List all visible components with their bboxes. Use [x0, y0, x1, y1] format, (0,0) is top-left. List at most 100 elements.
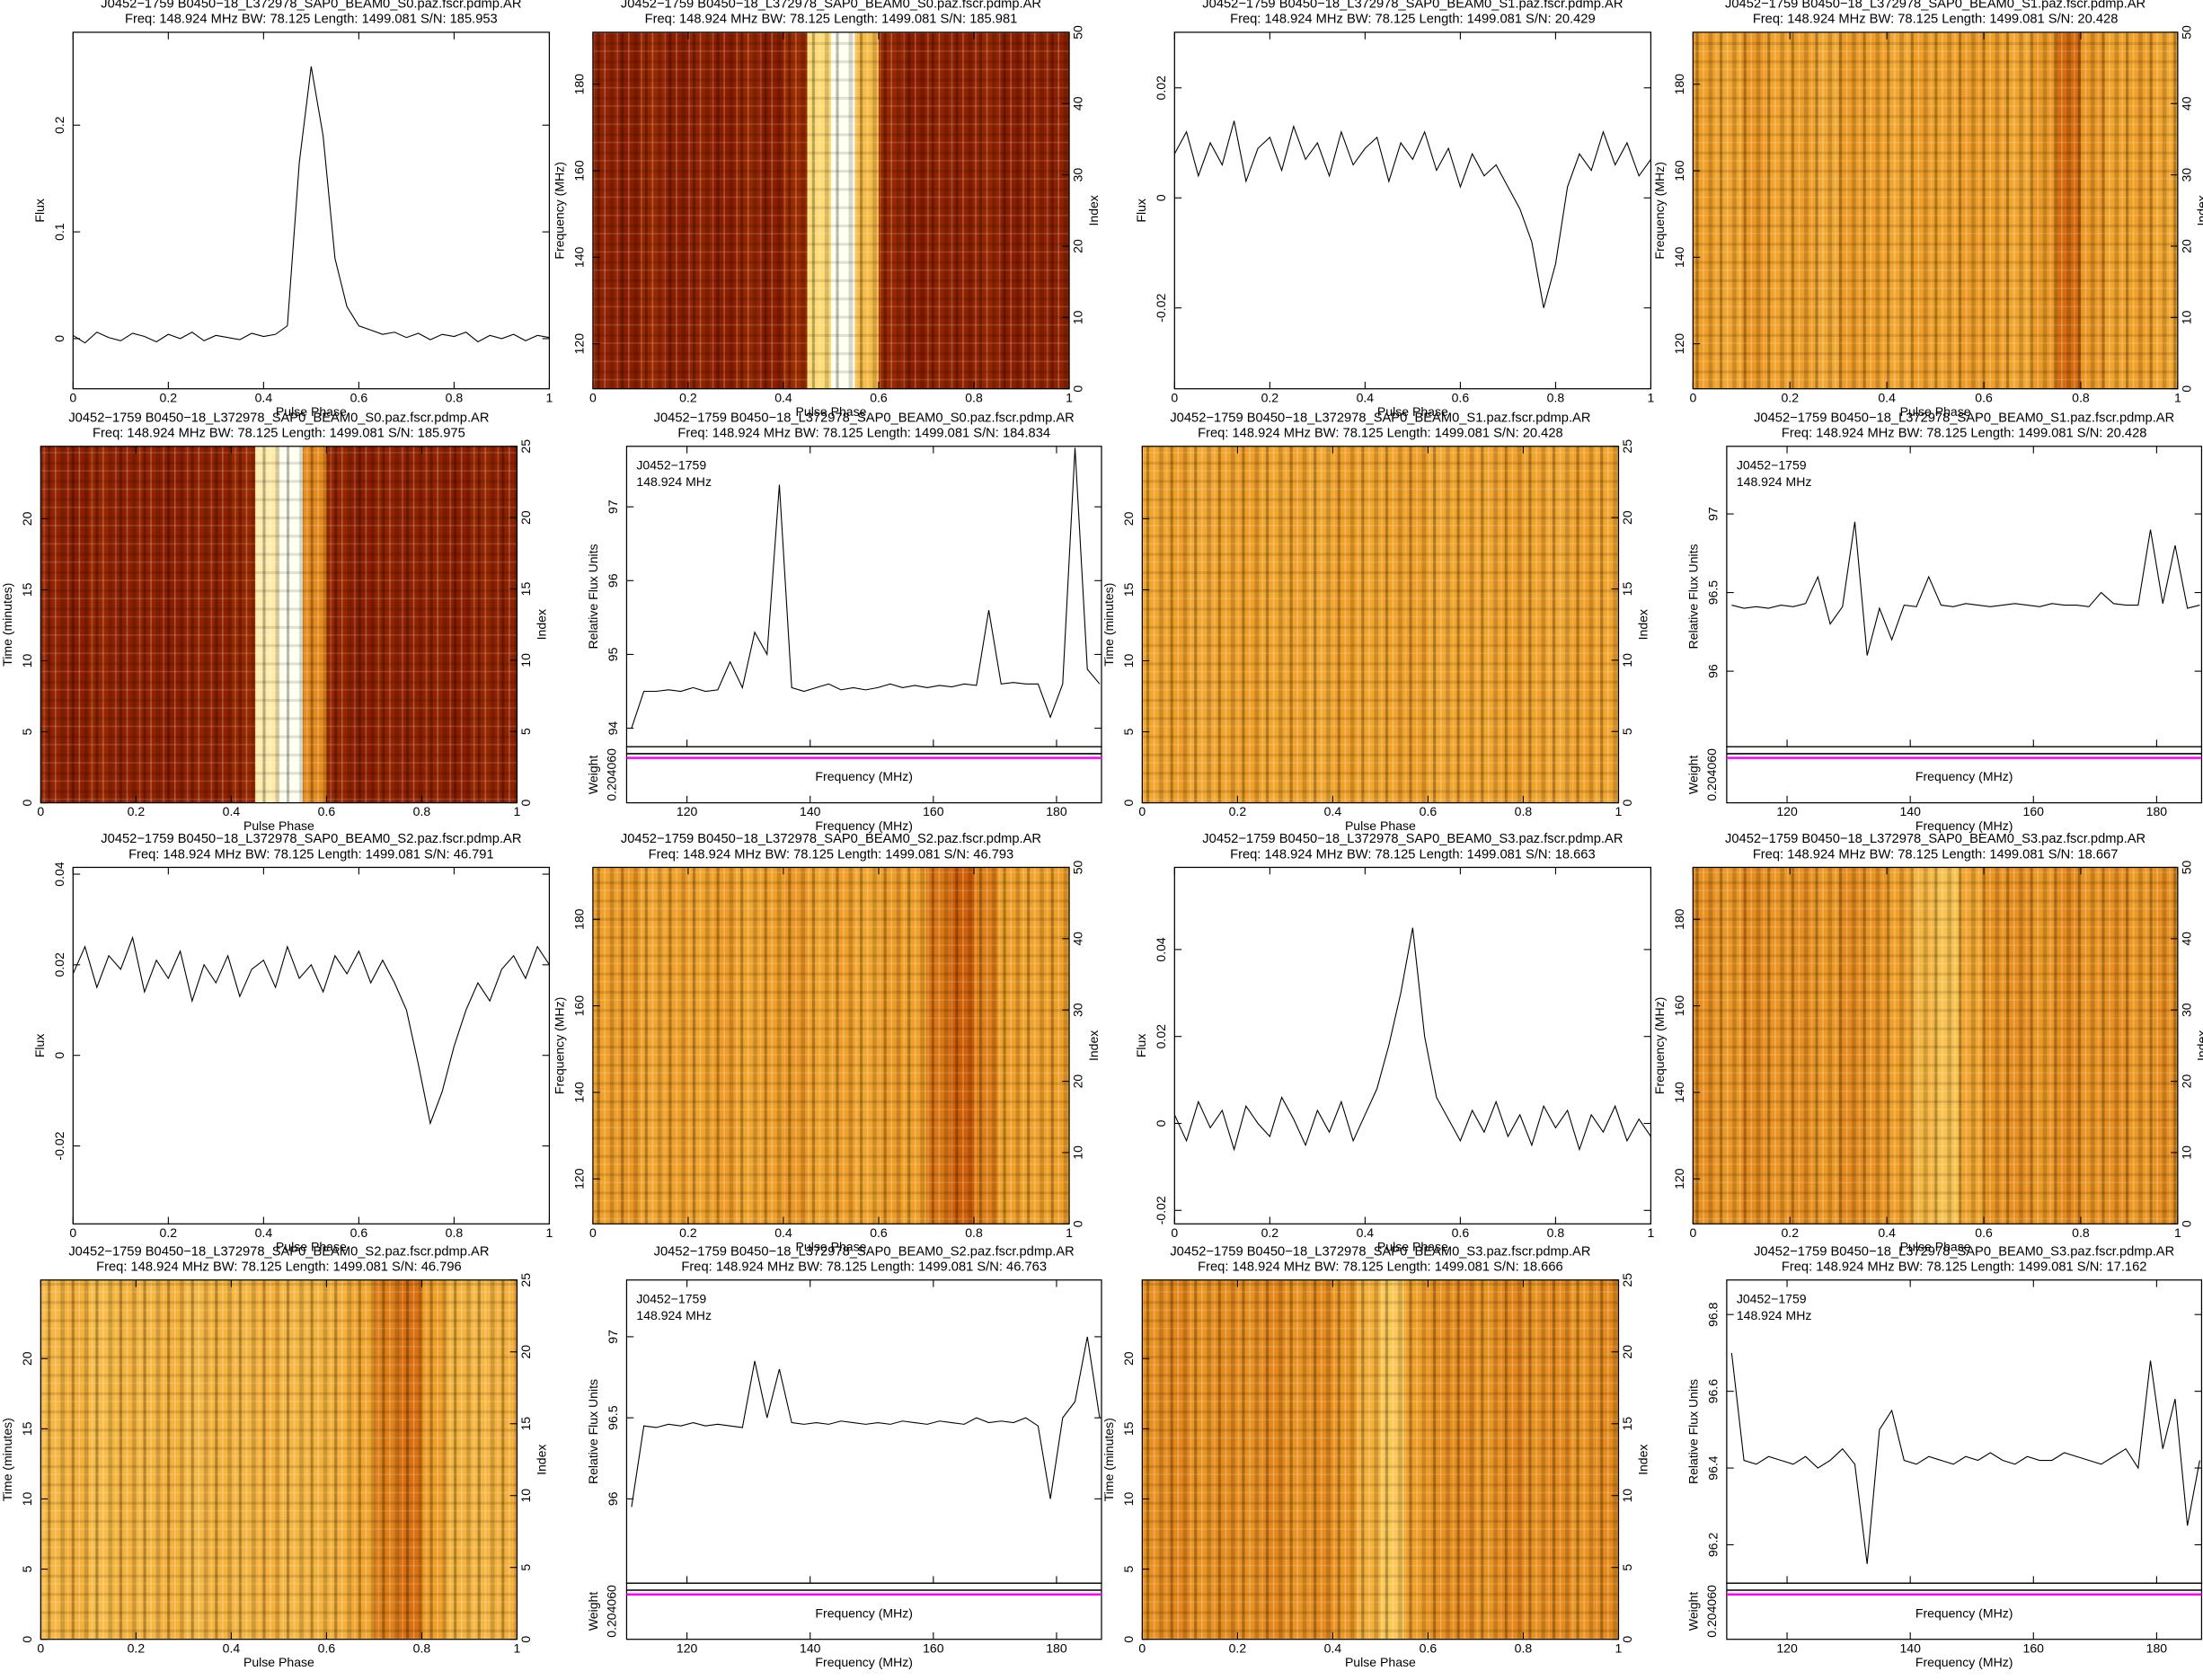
x-tick-label: 0 [69, 390, 76, 404]
x-axis-label: Pulse Phase [1377, 1240, 1448, 1254]
x-axis-label: Pulse Phase [1377, 404, 1448, 419]
y-tick-label: 20 [1121, 1351, 1136, 1366]
annotation: 148.924 MHz [636, 474, 712, 489]
y-tick-label: 0.02 [1154, 1024, 1168, 1049]
panel-subtitle: Freq: 148.924 MHz BW: 78.125 Length: 149… [1782, 427, 2147, 441]
y-tick-label: 140 [1672, 1082, 1686, 1103]
x-axis-label: Frequency (MHz) [1915, 818, 2013, 833]
x-tick-label: 180 [2146, 1640, 2168, 1655]
y2-tick-label: 5 [518, 728, 533, 735]
profile-line [72, 935, 550, 1126]
y2-axis-label: Index [534, 609, 548, 640]
y2-tick-label: 0 [1071, 385, 1085, 393]
x-tick-label: 0.6 [1420, 804, 1438, 818]
weight-xlabel: Frequency (MHz) [1915, 1605, 2013, 1620]
x-tick-label: 140 [1899, 804, 1921, 818]
panel-title: J0452−1759 B0450−18_L372978_SAP0_BEAM0_S… [1754, 1244, 2174, 1259]
x-tick-label: 0.8 [446, 390, 464, 404]
y-tick-label: 96.5 [606, 1405, 620, 1430]
x-tick-label: 1 [1615, 1640, 1623, 1655]
y2-tick-label: 40 [1071, 932, 1085, 946]
y-tick-label: 96 [1706, 664, 1721, 678]
x-axis-label: Frequency (MHz) [815, 818, 913, 833]
profile-line [631, 447, 1101, 729]
y2-tick-label: 0 [1620, 1636, 1634, 1643]
panel-subtitle: Freq: 148.924 MHz BW: 78.125 Length: 149… [1753, 847, 2119, 862]
x-tick-label: 0.4 [774, 1225, 792, 1240]
y-axis-label: Time (minutes) [0, 583, 14, 667]
x-tick-label: 0.8 [1547, 390, 1565, 404]
y2-tick-label: 10 [2180, 1145, 2194, 1160]
x-tick-label: 0.2 [1261, 1225, 1279, 1240]
y-axis-label: Frequency (MHz) [1652, 997, 1667, 1094]
y-tick-label: -0.02 [1154, 294, 1168, 323]
y-axis-label: Frequency (MHz) [553, 997, 567, 1094]
y-tick-label: -0.02 [52, 1131, 66, 1160]
weight-label: Weight [1686, 756, 1701, 795]
heatmap-texture [1693, 31, 2178, 389]
y-tick-label: 97 [606, 500, 620, 514]
x-tick-label: 0.8 [446, 1225, 464, 1240]
y-axis-label: Time (minutes) [1102, 583, 1116, 667]
annotation: J0452−1759 [636, 1291, 706, 1305]
x-axis-label: Pulse Phase [1345, 818, 1416, 833]
heatmap-texture [40, 1279, 518, 1640]
y2-axis-label: Index [534, 1445, 548, 1475]
x-tick-label: 140 [800, 1640, 821, 1655]
x-tick-label: 0.6 [318, 1640, 336, 1655]
x-tick-label: 0.8 [413, 1640, 431, 1655]
y2-tick-label: 20 [1620, 510, 1634, 525]
panel-title: J0452−1759 B0450−18_L372978_SAP0_BEAM0_S… [101, 0, 521, 12]
panel-title: J0452−1759 B0450−18_L372978_SAP0_BEAM0_S… [654, 1244, 1075, 1259]
y-tick-label: 96.2 [1706, 1533, 1721, 1558]
y-axis-label: Frequency (MHz) [1652, 162, 1667, 259]
panel-subtitle: Freq: 148.924 MHz BW: 78.125 Length: 149… [645, 13, 1018, 27]
y-tick-label: 0 [1121, 1636, 1136, 1643]
x-tick-label: 120 [677, 804, 698, 818]
y2-tick-label: 10 [518, 1489, 533, 1503]
x-tick-label: 180 [1046, 804, 1067, 818]
y-tick-label: 0.02 [52, 952, 66, 977]
y2-axis-label: Index [1635, 1445, 1650, 1475]
plot-frame [1726, 1279, 2203, 1584]
x-tick-label: 1 [514, 804, 521, 818]
panel-title: J0452−1759 B0450−18_L372978_SAP0_BEAM0_S… [1170, 411, 1590, 425]
y2-tick-label: 0 [2180, 1220, 2194, 1227]
x-tick-label: 0 [589, 1225, 597, 1240]
y2-axis-label: Index [1086, 1030, 1101, 1061]
y-tick-label: 0.02 [1154, 75, 1168, 101]
y-tick-label: 120 [1672, 1168, 1686, 1189]
x-tick-label: 1 [1648, 1225, 1655, 1240]
x-tick-label: 0 [69, 1225, 76, 1240]
y-tick-label: 96.6 [1706, 1379, 1721, 1404]
x-tick-label: 1 [2174, 1225, 2181, 1240]
heatmap-texture [592, 31, 1070, 389]
panel-title: J0452−1759 B0450−18_L372978_SAP0_BEAM0_S… [68, 1244, 489, 1259]
y-tick-label: 160 [1672, 995, 1686, 1017]
profile-line [1173, 120, 1651, 308]
y-tick-label: 0 [20, 1636, 34, 1643]
y2-tick-label: 0 [1071, 1220, 1085, 1227]
panel-subtitle: Freq: 148.924 MHz BW: 78.125 Length: 149… [1782, 1260, 2147, 1275]
x-tick-label: 1 [546, 390, 553, 404]
heatmap-texture [1693, 867, 2178, 1225]
y-tick-label: 5 [20, 1565, 34, 1572]
y-axis-label: Relative Flux Units [1686, 1379, 1701, 1484]
weight-ticks: 0.204060 [1704, 748, 1719, 801]
x-tick-label: 160 [923, 804, 944, 818]
x-tick-label: 120 [677, 1640, 698, 1655]
weight-label: Weight [1686, 1592, 1701, 1631]
panel-subtitle: Freq: 148.924 MHz BW: 78.125 Length: 149… [1230, 847, 1596, 862]
x-tick-label: 0 [1171, 1225, 1178, 1240]
x-tick-label: 0.4 [255, 390, 273, 404]
y-tick-label: 160 [572, 160, 587, 181]
y2-tick-label: 25 [1620, 439, 1634, 454]
profile-line [1173, 927, 1651, 1152]
panel-subtitle: Freq: 148.924 MHz BW: 78.125 Length: 149… [677, 427, 1050, 441]
y-tick-label: 0 [1154, 1119, 1168, 1127]
y-tick-label: 0 [20, 800, 34, 807]
x-tick-label: 1 [514, 1640, 521, 1655]
plot-frame [1173, 31, 1652, 390]
x-tick-label: 0.4 [1357, 1225, 1375, 1240]
panel-subtitle: Freq: 148.924 MHz BW: 78.125 Length: 149… [1753, 13, 2119, 27]
